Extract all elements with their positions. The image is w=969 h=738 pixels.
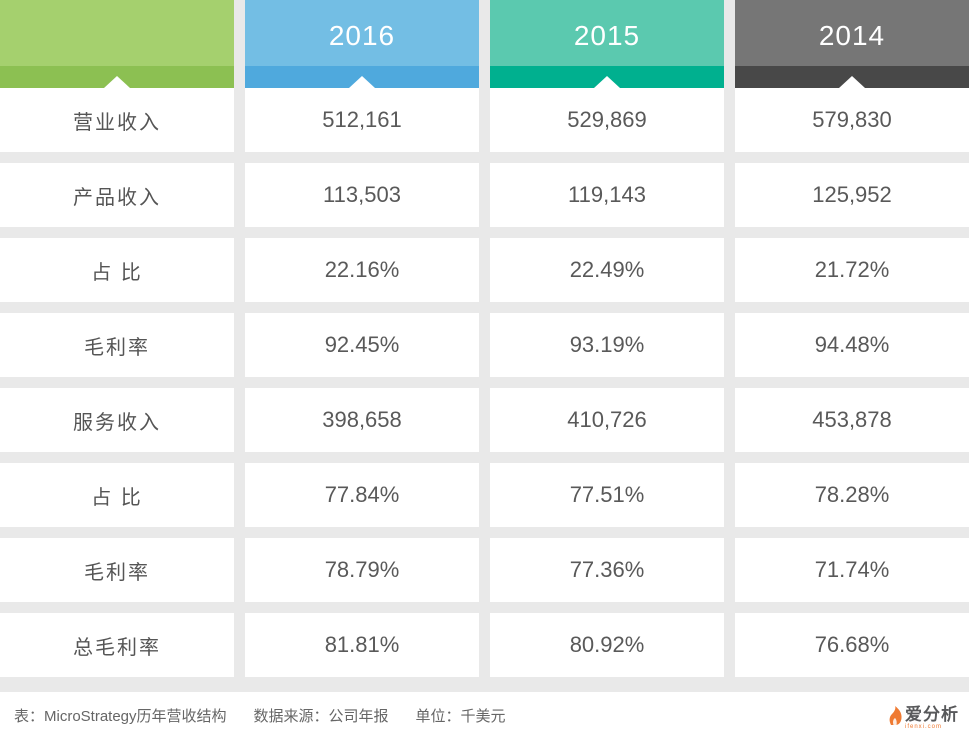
logo-url-text: ifenxi.com xyxy=(905,724,943,730)
value-cell: 113,503 xyxy=(245,163,479,227)
value-cell: 529,869 xyxy=(490,88,724,152)
value-cell: 410,726 xyxy=(490,388,724,452)
header-year-label xyxy=(0,0,234,66)
value-cell: 22.49% xyxy=(490,238,724,302)
value-cell: 579,830 xyxy=(735,88,969,152)
header-notch-icon xyxy=(594,76,620,88)
row-label: 营业收入 xyxy=(0,88,234,152)
flame-icon xyxy=(889,705,902,725)
value-cell: 92.45% xyxy=(245,313,479,377)
caption-data-source: 数据来源：公司年报 xyxy=(253,707,389,725)
column-2015: 2015 529,869 119,143 22.49% 93.19% 410,7… xyxy=(490,0,724,677)
value-cell: 80.92% xyxy=(490,613,724,677)
header-year-label: 2014 xyxy=(735,0,969,66)
row-label: 服务收入 xyxy=(0,388,234,452)
column-2014: 2014 579,830 125,952 21.72% 94.48% 453,8… xyxy=(735,0,969,677)
header-notch-icon xyxy=(839,76,865,88)
value-cell: 81.81% xyxy=(245,613,479,677)
row-label: 毛利率 xyxy=(0,538,234,602)
value-cell: 77.51% xyxy=(490,463,724,527)
column-header-2014: 2014 xyxy=(735,0,969,88)
footer-caption-bar: 表：MicroStrategy历年营收结构 数据来源：公司年报 单位：千美元 爱… xyxy=(0,692,969,738)
column-2016: 2016 512,161 113,503 22.16% 92.45% 398,6… xyxy=(245,0,479,677)
row-label: 产品收入 xyxy=(0,163,234,227)
revenue-table: 营业收入 产品收入 占 比 毛利率 服务收入 占 比 毛利率 总毛利率 2016… xyxy=(0,0,969,677)
column-header-labels xyxy=(0,0,234,88)
value-cell: 125,952 xyxy=(735,163,969,227)
caption-unit: 单位：千美元 xyxy=(415,707,506,725)
value-cell: 22.16% xyxy=(245,238,479,302)
value-cell: 71.74% xyxy=(735,538,969,602)
ifenxi-logo: 爱分析 ifenxi.com xyxy=(889,700,959,730)
value-cell: 94.48% xyxy=(735,313,969,377)
value-cell: 77.36% xyxy=(490,538,724,602)
header-notch-icon xyxy=(349,76,375,88)
header-year-label: 2015 xyxy=(490,0,724,66)
value-cell: 21.72% xyxy=(735,238,969,302)
caption-table-title: 表：MicroStrategy历年营收结构 xyxy=(14,707,227,725)
value-cell: 119,143 xyxy=(490,163,724,227)
header-notch-icon xyxy=(104,76,130,88)
column-labels: 营业收入 产品收入 占 比 毛利率 服务收入 占 比 毛利率 总毛利率 xyxy=(0,0,234,677)
row-label: 总毛利率 xyxy=(0,613,234,677)
logo-wordmark: 爱分析 xyxy=(905,705,959,724)
header-year-label: 2016 xyxy=(245,0,479,66)
row-label: 占 比 xyxy=(0,238,234,302)
value-cell: 453,878 xyxy=(735,388,969,452)
value-cell: 77.84% xyxy=(245,463,479,527)
row-label: 毛利率 xyxy=(0,313,234,377)
value-cell: 76.68% xyxy=(735,613,969,677)
column-header-2016: 2016 xyxy=(245,0,479,88)
caption-group: 表：MicroStrategy历年营收结构 数据来源：公司年报 单位：千美元 xyxy=(14,705,506,726)
value-cell: 512,161 xyxy=(245,88,479,152)
logo-text-block: 爱分析 ifenxi.com xyxy=(905,700,959,730)
value-cell: 78.79% xyxy=(245,538,479,602)
value-cell: 398,658 xyxy=(245,388,479,452)
value-cell: 78.28% xyxy=(735,463,969,527)
column-header-2015: 2015 xyxy=(490,0,724,88)
value-cell: 93.19% xyxy=(490,313,724,377)
row-label: 占 比 xyxy=(0,463,234,527)
